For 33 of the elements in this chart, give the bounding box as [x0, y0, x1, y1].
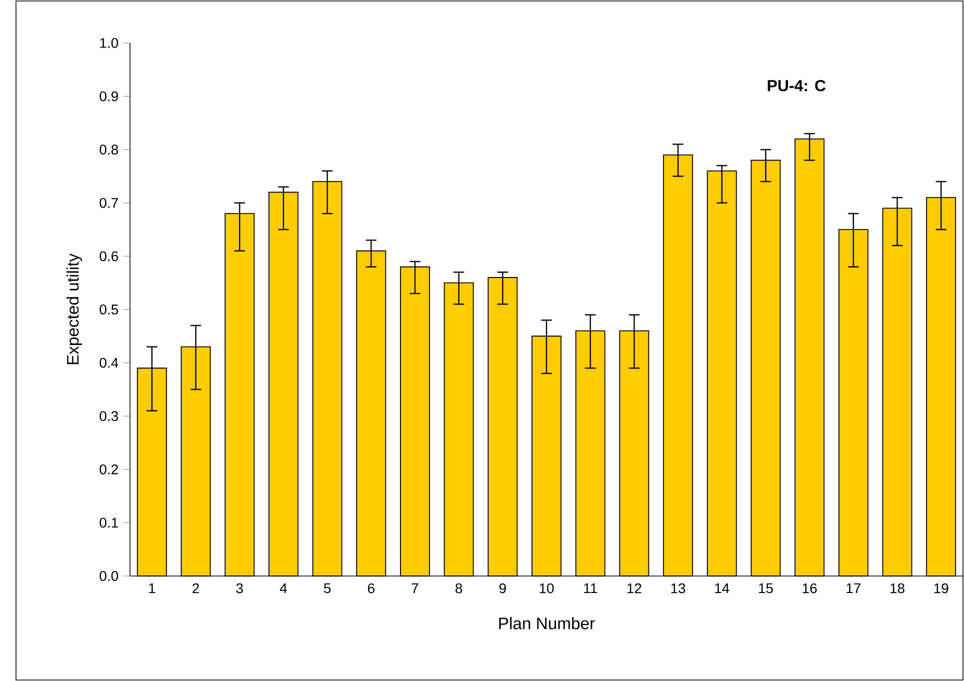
x-tick-label: 11 — [584, 583, 597, 593]
x-tick-label: 13 — [671, 583, 686, 594]
x-tick-label: 3 — [236, 583, 243, 594]
y-tick-label: 0.1 — [100, 518, 118, 528]
x-tick-label: 12 — [627, 583, 642, 594]
y-tick-label: 0.8 — [100, 144, 118, 155]
y-tick-label: 1.0 — [100, 38, 118, 48]
y-tick-label: 0.3 — [100, 411, 118, 422]
y-tick-label: 0.6 — [100, 251, 118, 262]
x-tick-label: 8 — [456, 583, 462, 594]
x-tick-label: 15 — [758, 583, 773, 594]
x-axis-title: Plan Number — [499, 617, 595, 630]
x-tick-label: 14 — [715, 583, 730, 593]
y-tick-label: 0.2 — [100, 464, 118, 474]
y-tick-label: 0.7 — [100, 198, 118, 208]
x-tick-label: 1 — [149, 583, 156, 593]
x-tick-label: 6 — [368, 583, 374, 594]
y-tick-label: 0.5 — [100, 304, 118, 314]
x-tick-label: 16 — [802, 583, 817, 594]
y-tick-label: 0.0 — [100, 571, 118, 581]
x-tick-label: 18 — [890, 583, 904, 594]
x-tick-label: 10 — [540, 583, 554, 594]
x-tick-label: 9 — [499, 583, 506, 594]
x-tick-label: 7 — [412, 583, 418, 593]
x-tick-label: 4 — [280, 583, 287, 593]
y-axis-title: Expected utility — [66, 254, 82, 364]
x-tick-label: 2 — [192, 583, 199, 594]
x-tick-label: 19 — [934, 583, 948, 594]
x-tick-label: 5 — [324, 583, 331, 594]
y-tick-label: 0.9 — [100, 91, 118, 102]
x-tick-label: 17 — [846, 583, 860, 593]
annotation: PU-4: C — [768, 80, 826, 92]
y-tick-label: 0.4 — [100, 358, 118, 368]
